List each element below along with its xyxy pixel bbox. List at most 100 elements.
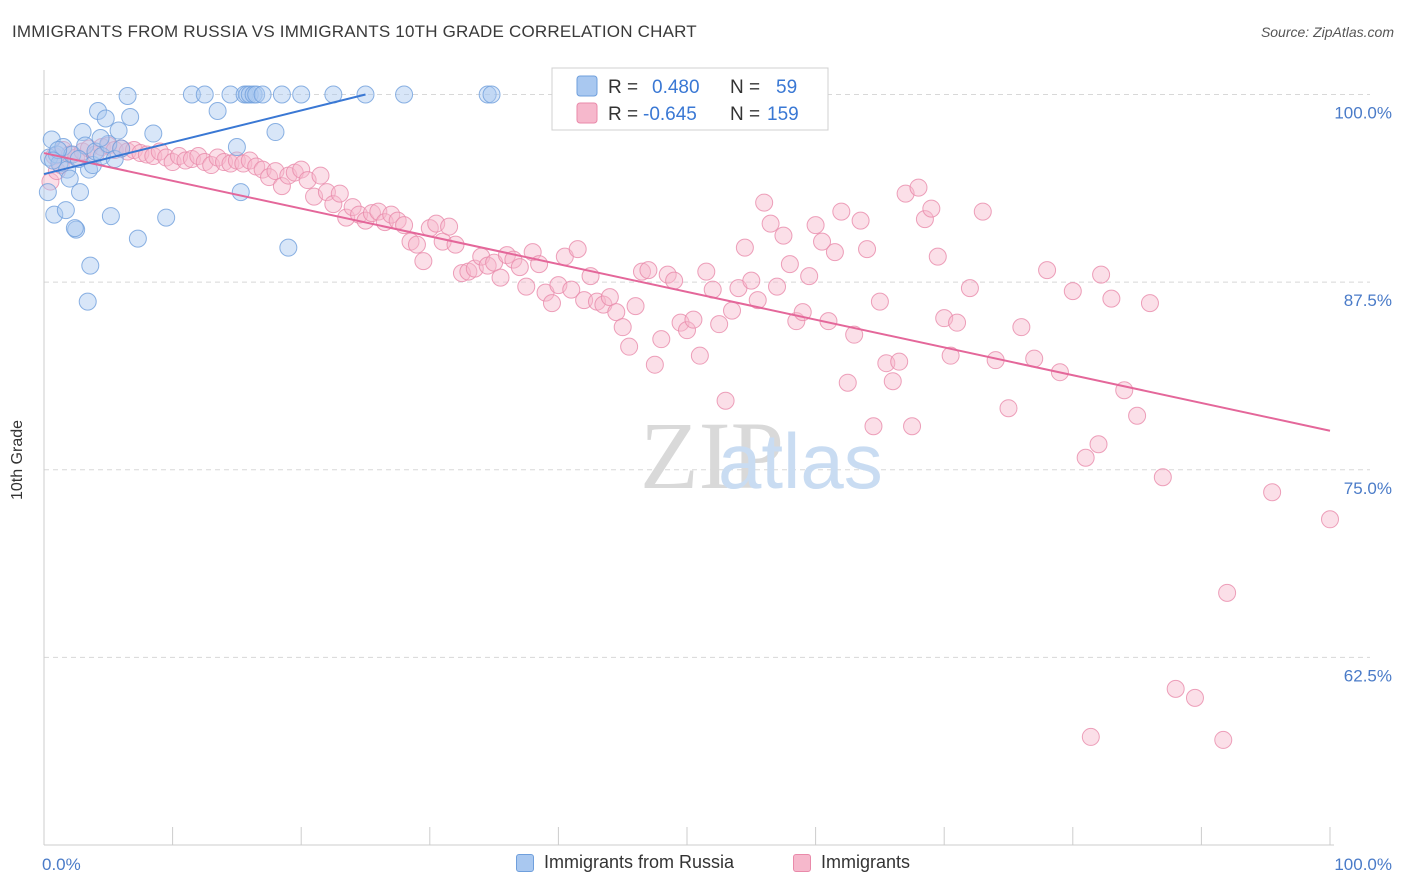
bottom-legend-russia: Immigrants from Russia: [516, 852, 734, 873]
immigrants-point-114: [761, 214, 780, 233]
legend-r-value-1: 0.480: [652, 77, 700, 98]
immigrants-point-125: [832, 202, 851, 221]
immigrants-point-59: [407, 235, 426, 254]
russia-point-31: [182, 85, 201, 104]
immigrants-point-92: [620, 337, 639, 356]
tick-labels: 62.5% 75.0% 87.5% 100.0% 0.0% 100.0%: [42, 104, 1392, 874]
legend-box: [551, 67, 829, 131]
legend-n-label-1: N =: [730, 77, 760, 98]
immigrants-point-89: [600, 288, 619, 307]
immigrants-point-93: [626, 297, 645, 316]
russia-point-44: [272, 85, 291, 104]
grid-lines: [44, 94, 1370, 658]
watermark-zip: ZIP: [640, 402, 784, 509]
russia-point-57: [91, 129, 110, 148]
bottom-legend: Immigrants from Russia Immigrants: [0, 852, 1406, 878]
y-tick-label-0: 62.5%: [1344, 666, 1392, 685]
immigrants-point-83: [562, 280, 581, 299]
immigrants-point-164: [1321, 510, 1339, 529]
russia-point-0: [38, 183, 57, 202]
immigrants-point-159: [1153, 468, 1172, 487]
immigrants-point-145: [973, 202, 992, 221]
russia-point-29: [144, 124, 163, 143]
immigrants-point-104: [697, 262, 716, 281]
immigrants-point-72: [491, 268, 510, 287]
immigrants-point-111: [742, 271, 761, 290]
russia-points: [38, 85, 501, 311]
immigrants-point-90: [607, 303, 626, 322]
immigrants-point-152: [1063, 282, 1082, 301]
immigrants-point-95: [639, 261, 658, 280]
immigrants-point-94: [632, 262, 651, 281]
russia-point-46: [292, 85, 311, 104]
russia-point-43: [266, 123, 285, 142]
immigrants-point-143: [948, 313, 967, 332]
immigrants-point-44: [311, 166, 330, 185]
immigrants-point-76: [517, 277, 536, 296]
watermark: ZIP atlas: [640, 402, 883, 509]
immigrants-point-46: [324, 195, 343, 214]
immigrants-point-160: [1166, 679, 1185, 698]
immigrants-point-91: [613, 318, 632, 337]
russia-point-19: [89, 102, 108, 121]
bottom-legend-label-immigrants: Immigrants: [821, 852, 911, 872]
bottom-legend-swatch-immigrants: [793, 853, 811, 872]
immigrants-trend-line: [43, 152, 1331, 432]
immigrants-point-38: [272, 177, 291, 196]
russia-point-58: [121, 108, 140, 127]
immigrants-point-122: [813, 232, 832, 251]
immigrants-point-20: [157, 148, 176, 167]
immigrants-point-137: [909, 178, 928, 197]
immigrants-point-121: [806, 216, 825, 235]
legend-swatch-russia: [576, 75, 598, 97]
immigrants-point-132: [877, 354, 896, 373]
immigrants-point-49: [343, 198, 362, 217]
immigrants-point-113: [755, 193, 774, 212]
immigrants-point-117: [780, 255, 799, 274]
immigrants-point-157: [1128, 406, 1147, 425]
chart-title: IMMIGRANTS FROM RUSSIA VS IMMIGRANTS 10T…: [12, 22, 697, 41]
russia-point-28: [128, 229, 147, 248]
legend-n-label-2: N =: [730, 104, 760, 125]
legend-r-label-1: R =: [608, 77, 638, 98]
immigrants-point-163: [1263, 483, 1282, 502]
immigrants-point-129: [858, 240, 877, 259]
immigrants-point-116: [774, 226, 793, 245]
y-tick-label-2: 87.5%: [1344, 291, 1392, 310]
russia-point-42: [253, 85, 272, 104]
immigrants-point-140: [928, 247, 947, 266]
immigrants-point-84: [568, 240, 587, 259]
x-tick-label-1: 100.0%: [1334, 855, 1392, 874]
immigrants-point-155: [1102, 289, 1121, 308]
russia-point-35: [227, 138, 246, 157]
immigrants-points: [41, 136, 1339, 749]
immigrants-point-103: [690, 346, 709, 365]
immigrants-point-154: [1089, 435, 1108, 454]
russia-point-52: [78, 292, 97, 311]
immigrants-point-162: [1218, 583, 1237, 602]
immigrants-point-165: [1092, 265, 1111, 284]
russia-point-49: [395, 85, 414, 104]
russia-point-25: [109, 121, 128, 140]
immigrants-point-96: [645, 355, 664, 374]
immigrants-point-75: [510, 258, 529, 277]
immigrants-point-126: [838, 373, 857, 392]
immigrants-point-52: [362, 204, 381, 223]
y-tick-label-1: 75.0%: [1344, 479, 1392, 498]
immigrants-point-35: [253, 160, 272, 179]
immigrants-point-144: [960, 279, 979, 298]
immigrants-point-64: [440, 217, 459, 236]
immigrants-point-106: [710, 315, 729, 334]
russia-point-23: [101, 207, 120, 226]
immigrants-point-167: [1214, 730, 1233, 749]
russia-point-16: [81, 256, 100, 275]
russia-point-27: [118, 87, 137, 106]
bottom-legend-swatch-russia: [516, 853, 534, 872]
legend-n-value-1: 59: [776, 77, 797, 98]
russia-point-7: [56, 201, 75, 220]
immigrants-point-97: [652, 330, 671, 349]
legend-swatch-immigrants: [576, 102, 598, 124]
russia-point-32: [195, 85, 214, 104]
immigrants-point-136: [903, 417, 922, 436]
immigrants-point-166: [1081, 727, 1100, 746]
